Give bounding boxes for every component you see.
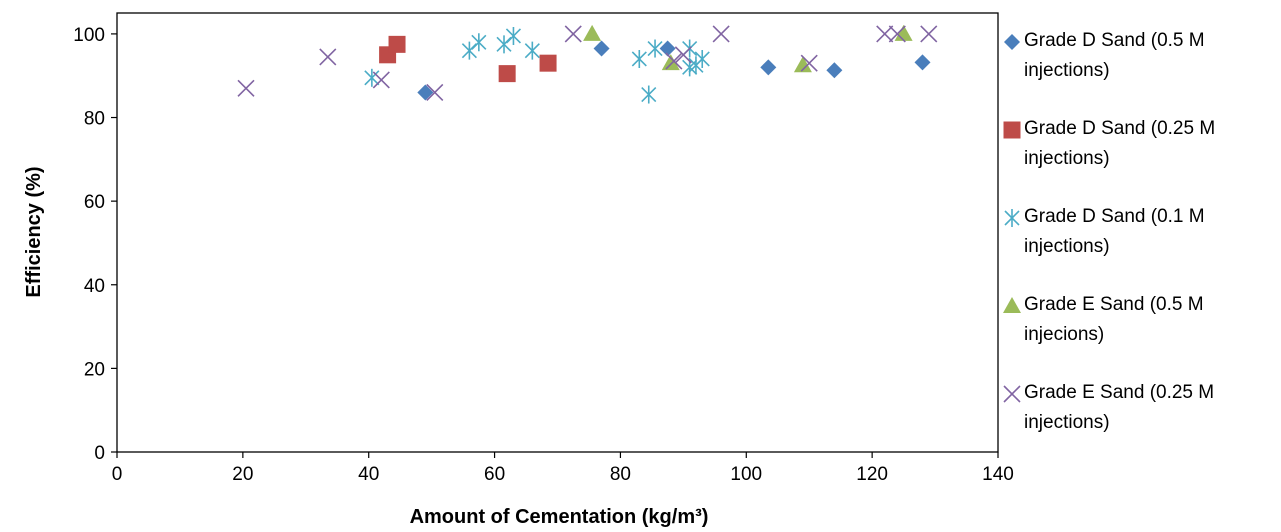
legend-item: Grade D Sand (0.1 M injections) bbox=[1000, 202, 1281, 290]
data-point bbox=[564, 25, 582, 43]
data-point bbox=[505, 26, 522, 45]
data-point bbox=[661, 54, 680, 71]
legend-item: Grade E Sand (0.5 M injecions) bbox=[1000, 290, 1281, 378]
y-axis-title: Efficiency (%) bbox=[23, 166, 45, 297]
legend-item: Grade D Sand (0.5 M injections) bbox=[1000, 26, 1281, 114]
legend-label: Grade D Sand (0.25 M injections) bbox=[1024, 118, 1216, 169]
x-tick-label: 40 bbox=[358, 464, 379, 485]
data-point bbox=[461, 41, 477, 60]
legend-label: Grade D Sand (0.1 M injections) bbox=[1024, 206, 1205, 257]
legend-label: Grade D Sand (0.5 M injections) bbox=[1024, 30, 1205, 81]
data-point bbox=[372, 71, 390, 89]
plot-area-border bbox=[116, 12, 999, 453]
data-point bbox=[319, 48, 337, 66]
x-tick-label: 20 bbox=[232, 464, 253, 485]
x-tick-label: 100 bbox=[730, 464, 762, 485]
data-point bbox=[793, 56, 812, 73]
data-point bbox=[894, 24, 913, 41]
x-tick-label: 120 bbox=[856, 464, 888, 485]
data-point bbox=[237, 79, 255, 97]
data-point bbox=[826, 62, 843, 79]
y-tick-label: 0 bbox=[94, 443, 105, 464]
legend-item: Grade D Sand (0.25 M injections) bbox=[1000, 114, 1281, 202]
y-tick-label: 100 bbox=[73, 25, 105, 46]
data-point bbox=[539, 54, 557, 72]
x-tick-label: 80 bbox=[610, 464, 631, 485]
data-point bbox=[760, 59, 777, 76]
data-point bbox=[694, 49, 710, 68]
data-point bbox=[665, 52, 683, 70]
data-point bbox=[583, 24, 602, 41]
data-points bbox=[237, 24, 938, 104]
legend-marker-icon bbox=[1003, 385, 1021, 403]
data-point bbox=[674, 46, 692, 64]
y-tick-label: 20 bbox=[84, 359, 105, 380]
data-point bbox=[593, 40, 610, 57]
legend-marker-icon bbox=[1003, 297, 1021, 313]
x-tick-label: 60 bbox=[484, 464, 505, 485]
y-tick-label: 80 bbox=[84, 109, 105, 130]
legend-label: Grade E Sand (0.25 M injections) bbox=[1024, 382, 1215, 433]
plot-frame bbox=[116, 12, 999, 453]
data-point bbox=[914, 54, 931, 71]
data-point bbox=[496, 35, 512, 54]
legend-marker-icon bbox=[1004, 209, 1020, 227]
legend-marker bbox=[1003, 385, 1021, 403]
y-tick-label: 60 bbox=[84, 192, 105, 213]
axis-ticks: 0 20 40 60 80 100 120 140 0 20 40 60 80 100 bbox=[73, 25, 1014, 485]
legend-item: Grade E Sand (0.25 M injections) bbox=[1000, 378, 1281, 466]
data-point bbox=[800, 54, 818, 72]
data-point bbox=[647, 39, 663, 58]
data-point bbox=[426, 83, 444, 102]
data-point bbox=[876, 25, 894, 43]
data-point bbox=[388, 35, 406, 53]
legend-label: Grade E Sand (0.5 M injecions) bbox=[1024, 294, 1204, 345]
data-point bbox=[712, 25, 730, 43]
legend-marker bbox=[1004, 34, 1020, 50]
data-point bbox=[888, 25, 906, 43]
legend: Grade D Sand (0.5 M injections) Grade D S… bbox=[1000, 26, 1281, 466]
x-axis-title: Amount of Cementation (kg/m³) bbox=[410, 506, 709, 528]
legend-marker bbox=[1003, 121, 1021, 139]
legend-marker bbox=[1003, 297, 1021, 313]
data-point bbox=[471, 33, 487, 52]
data-point bbox=[524, 41, 540, 60]
data-point bbox=[659, 40, 676, 57]
data-point bbox=[920, 25, 938, 43]
legend-marker-icon bbox=[1003, 121, 1021, 139]
data-point bbox=[498, 65, 516, 83]
legend-marker bbox=[1004, 209, 1020, 227]
x-tick-label: 0 bbox=[112, 464, 123, 485]
data-point bbox=[631, 49, 647, 68]
data-point bbox=[417, 84, 434, 101]
x-tick-label: 140 bbox=[982, 464, 1014, 485]
data-point bbox=[364, 68, 380, 87]
legend-marker-icon bbox=[1004, 34, 1020, 50]
y-tick-label: 40 bbox=[84, 276, 105, 297]
data-point bbox=[641, 85, 657, 104]
